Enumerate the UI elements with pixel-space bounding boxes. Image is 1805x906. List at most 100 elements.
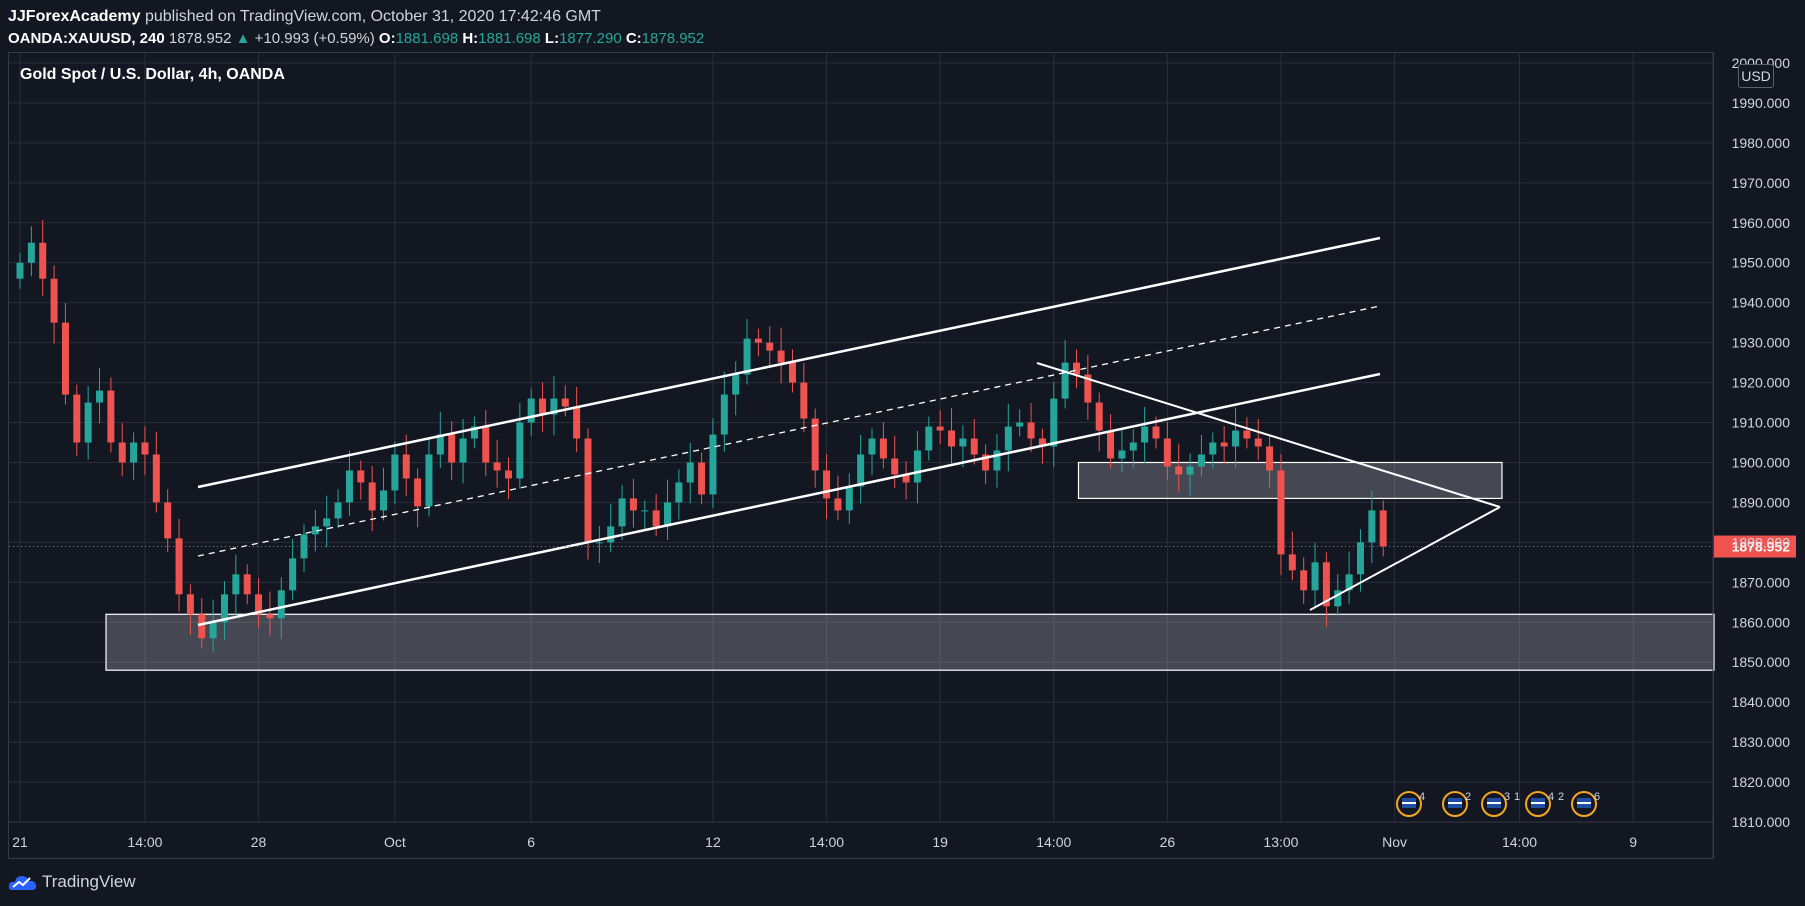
zone-rectangle <box>1077 461 1503 500</box>
price-tick-label: 1880.000 <box>1732 534 1791 550</box>
candle-body <box>1061 362 1069 399</box>
candle-body <box>527 398 535 423</box>
candle-body <box>186 594 194 615</box>
candle-body <box>130 442 138 463</box>
event-count-label: 6 <box>1594 791 1600 803</box>
time-tick-label: 14:00 <box>809 834 844 850</box>
candle-body <box>1300 570 1308 591</box>
last-price-tag-label: 1878.952 <box>1732 539 1791 555</box>
candle-body <box>1277 470 1285 555</box>
price-tick-label: 1910.000 <box>1732 415 1791 431</box>
time-tick-label: 9 <box>1629 834 1637 850</box>
candle-body <box>118 442 126 463</box>
currency-badge[interactable]: USD <box>1738 64 1774 88</box>
high-label: H: <box>462 30 479 47</box>
candle-body <box>414 478 422 507</box>
candle-body <box>1232 430 1240 447</box>
candle-body <box>1107 430 1115 459</box>
channel-middle-line <box>197 305 1381 557</box>
candle-body <box>641 510 649 512</box>
candle-body <box>1186 466 1194 475</box>
brand-name: TradingView <box>42 872 136 891</box>
candle-body <box>311 526 319 535</box>
us-flag-stripe <box>1577 802 1591 804</box>
close-value: 1878.952 <box>641 30 705 47</box>
candle-body <box>1356 542 1364 575</box>
candle-body <box>1129 442 1137 451</box>
candle-body <box>993 450 1001 471</box>
price-tick-label: 1920.000 <box>1732 375 1791 391</box>
time-tick-label: 26 <box>1160 834 1176 850</box>
candle-body <box>857 454 865 487</box>
tradingview-logo[interactable]: TradingView <box>8 872 136 892</box>
candle-body <box>289 558 297 591</box>
candle-body <box>777 350 785 363</box>
up-arrow-icon: ▲ <box>235 30 251 47</box>
candle-body <box>720 394 728 435</box>
event-count-label: 2 <box>1465 791 1471 803</box>
candle-body <box>380 490 388 511</box>
candle-body <box>1004 426 1012 451</box>
candle-body <box>436 434 444 455</box>
candle-body <box>1311 562 1319 591</box>
us-flag-stripe <box>1402 802 1416 804</box>
chart-title: Gold Spot / U.S. Dollar, 4h, OANDA <box>20 66 285 83</box>
price-tick-label: 1990.000 <box>1732 95 1791 111</box>
us-flag-stripe <box>1487 802 1501 804</box>
candle-body <box>970 438 978 455</box>
time-tick-label: 19 <box>932 834 948 850</box>
channel-upper-line <box>197 236 1381 489</box>
candle-body <box>550 398 558 415</box>
candle-body <box>459 438 467 463</box>
candle-body <box>141 442 149 455</box>
candle-body <box>1288 554 1296 571</box>
high-value: 1881.698 <box>478 30 541 47</box>
price-tick-label: 1960.000 <box>1732 215 1791 231</box>
candle-body <box>1038 438 1046 447</box>
candle-body <box>425 454 433 507</box>
price-tick-label: 1980.000 <box>1732 135 1791 151</box>
open-value: 1881.698 <box>395 30 459 47</box>
candle-body <box>1141 426 1149 443</box>
candle-body <box>1322 562 1330 607</box>
price-change: +10.993 (+0.59%) <box>254 30 375 47</box>
candle-body <box>164 502 172 539</box>
candle-body <box>470 426 478 439</box>
price-tick-label: 1890.000 <box>1732 494 1791 510</box>
candle-body <box>482 426 490 463</box>
candle-body <box>232 574 240 595</box>
time-tick-label: 6 <box>527 834 535 850</box>
tradingview-cloud-icon <box>8 876 37 890</box>
price-tick-label: 1940.000 <box>1732 295 1791 311</box>
published-text: published on TradingView.com, October 31… <box>144 8 601 25</box>
candle-body <box>891 458 899 475</box>
candle-body <box>925 426 933 451</box>
time-axis: 21 14:00 28 Oct 6 12 14:00 19 14:00 26 13:00 Nov 14:… <box>8 821 1713 850</box>
candle-body <box>1072 362 1080 375</box>
candle-body <box>834 498 842 511</box>
time-tick-label: Nov <box>1382 834 1407 850</box>
candle-body <box>1084 374 1092 403</box>
last-price-line: 1878.952 <box>9 535 1796 558</box>
candle-body <box>561 398 569 407</box>
candle-body <box>73 394 81 443</box>
candle-body <box>1220 442 1228 447</box>
candle-body <box>1118 450 1126 459</box>
candle-body <box>1209 442 1217 455</box>
last-price: 1878.952 <box>168 30 232 47</box>
event-count-label: 2 <box>1558 791 1564 803</box>
candle-body <box>243 574 251 595</box>
candle-body <box>1027 422 1035 439</box>
candle-body <box>1197 454 1205 467</box>
publisher-name[interactable]: JJForexAcademy <box>8 8 141 25</box>
triangle-lower-line <box>1309 506 1501 611</box>
candle-body <box>107 390 115 443</box>
candle-body <box>595 542 603 544</box>
event-count-label: 4 <box>1548 791 1554 803</box>
candle-body <box>754 338 762 343</box>
us-flag-stripe <box>1448 802 1462 804</box>
candle-body <box>936 426 944 431</box>
candle-body <box>1368 510 1376 543</box>
price-tick-label: 1840.000 <box>1732 694 1791 710</box>
